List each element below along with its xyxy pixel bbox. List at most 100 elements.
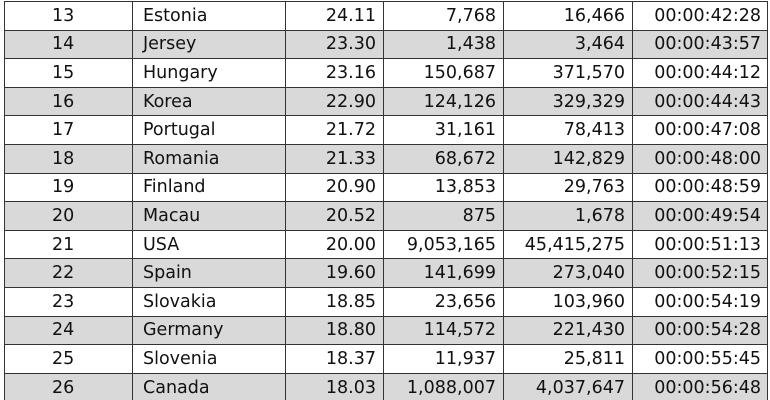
table-row: 14 Jersey 23.30 1,438 3,464 00:00:43:57 xyxy=(4,29,768,60)
value-b-cell: 221,430 xyxy=(503,315,633,346)
time-cell: 00:00:48:00 xyxy=(632,143,768,174)
table-row: 26 Canada 18.03 1,088,007 4,037,647 00:0… xyxy=(4,372,768,400)
value-a-cell: 31,161 xyxy=(383,115,504,145)
rank-cell: 18 xyxy=(4,143,133,174)
time-cell: 00:00:54:19 xyxy=(632,286,768,317)
rank-cell: 19 xyxy=(4,172,133,203)
score-cell: 22.90 xyxy=(285,86,384,117)
value-a-cell: 114,572 xyxy=(383,315,504,346)
left-edge-mask xyxy=(0,0,4,400)
value-a-cell: 9,053,165 xyxy=(383,229,504,260)
country-cell: Portugal xyxy=(132,115,286,145)
table-row: 22 Spain 19.60 141,699 273,040 00:00:52:… xyxy=(4,258,768,288)
time-cell: 00:00:49:54 xyxy=(632,201,768,231)
time-cell: 00:00:56:48 xyxy=(632,372,768,400)
rank-cell: 17 xyxy=(4,115,133,145)
country-cell: Germany xyxy=(132,315,286,346)
value-b-cell: 4,037,647 xyxy=(503,372,633,400)
time-cell: 00:00:44:43 xyxy=(632,86,768,117)
rank-cell: 26 xyxy=(4,372,133,400)
value-b-cell: 45,415,275 xyxy=(503,229,633,260)
country-cell: Estonia xyxy=(132,1,286,31)
value-b-cell: 78,413 xyxy=(503,115,633,145)
score-cell: 18.85 xyxy=(285,286,384,317)
value-a-cell: 150,687 xyxy=(383,58,504,88)
value-a-cell: 1,088,007 xyxy=(383,372,504,400)
country-cell: Korea xyxy=(132,86,286,117)
table-row: 19 Finland 20.90 13,853 29,763 00:00:48:… xyxy=(4,172,768,203)
time-cell: 00:00:51:13 xyxy=(632,229,768,260)
value-a-cell: 141,699 xyxy=(383,258,504,288)
value-b-cell: 142,829 xyxy=(503,143,633,174)
country-cell: Slovakia xyxy=(132,286,286,317)
value-b-cell: 29,763 xyxy=(503,172,633,203)
value-b-cell: 273,040 xyxy=(503,258,633,288)
value-b-cell: 1,678 xyxy=(503,201,633,231)
rank-cell: 23 xyxy=(4,286,133,317)
rank-cell: 16 xyxy=(4,86,133,117)
value-a-cell: 68,672 xyxy=(383,143,504,174)
country-cell: Macau xyxy=(132,201,286,231)
country-cell: Romania xyxy=(132,143,286,174)
table-row: 15 Hungary 23.16 150,687 371,570 00:00:4… xyxy=(4,58,768,88)
value-b-cell: 25,811 xyxy=(503,344,633,374)
time-cell: 00:00:55:45 xyxy=(632,344,768,374)
value-a-cell: 11,937 xyxy=(383,344,504,374)
table-row: 17 Portugal 21.72 31,161 78,413 00:00:47… xyxy=(4,115,768,145)
value-a-cell: 1,438 xyxy=(383,29,504,60)
score-cell: 23.16 xyxy=(285,58,384,88)
rank-cell: 25 xyxy=(4,344,133,374)
time-cell: 00:00:54:28 xyxy=(632,315,768,346)
country-cell: Hungary xyxy=(132,58,286,88)
time-cell: 00:00:52:15 xyxy=(632,258,768,288)
value-b-cell: 371,570 xyxy=(503,58,633,88)
score-cell: 23.30 xyxy=(285,29,384,60)
time-cell: 00:00:43:57 xyxy=(632,29,768,60)
score-cell: 18.80 xyxy=(285,315,384,346)
value-a-cell: 13,853 xyxy=(383,172,504,203)
table-row: 18 Romania 21.33 68,672 142,829 00:00:48… xyxy=(4,143,768,174)
value-a-cell: 124,126 xyxy=(383,86,504,117)
rank-cell: 22 xyxy=(4,258,133,288)
score-cell: 20.90 xyxy=(285,172,384,203)
value-a-cell: 7,768 xyxy=(383,1,504,31)
time-cell: 00:00:48:59 xyxy=(632,172,768,203)
ranking-table-body: 13 Estonia 24.11 7,768 16,466 00:00:42:2… xyxy=(4,1,768,400)
score-cell: 20.00 xyxy=(285,229,384,260)
ranking-table: 13 Estonia 24.11 7,768 16,466 00:00:42:2… xyxy=(4,1,768,400)
table-row: 23 Slovakia 18.85 23,656 103,960 00:00:5… xyxy=(4,286,768,317)
rank-cell: 24 xyxy=(4,315,133,346)
value-b-cell: 103,960 xyxy=(503,286,633,317)
time-cell: 00:00:47:08 xyxy=(632,115,768,145)
score-cell: 21.72 xyxy=(285,115,384,145)
score-cell: 18.03 xyxy=(285,372,384,400)
rank-cell: 13 xyxy=(4,1,133,31)
rank-cell: 20 xyxy=(4,201,133,231)
country-cell: Spain xyxy=(132,258,286,288)
rank-cell: 14 xyxy=(4,29,133,60)
country-cell: USA xyxy=(132,229,286,260)
score-cell: 24.11 xyxy=(285,1,384,31)
value-b-cell: 16,466 xyxy=(503,1,633,31)
country-cell: Slovenia xyxy=(132,344,286,374)
table-row: 25 Slovenia 18.37 11,937 25,811 00:00:55… xyxy=(4,344,768,374)
rank-cell: 15 xyxy=(4,58,133,88)
value-a-cell: 23,656 xyxy=(383,286,504,317)
table-row: 16 Korea 22.90 124,126 329,329 00:00:44:… xyxy=(4,86,768,117)
score-cell: 21.33 xyxy=(285,143,384,174)
value-a-cell: 875 xyxy=(383,201,504,231)
value-b-cell: 329,329 xyxy=(503,86,633,117)
score-cell: 18.37 xyxy=(285,344,384,374)
value-b-cell: 3,464 xyxy=(503,29,633,60)
country-cell: Finland xyxy=(132,172,286,203)
country-cell: Canada xyxy=(132,372,286,400)
time-cell: 00:00:44:12 xyxy=(632,58,768,88)
table-row: 24 Germany 18.80 114,572 221,430 00:00:5… xyxy=(4,315,768,346)
score-cell: 20.52 xyxy=(285,201,384,231)
table-row: 13 Estonia 24.11 7,768 16,466 00:00:42:2… xyxy=(4,1,768,31)
table-row: 20 Macau 20.52 875 1,678 00:00:49:54 xyxy=(4,201,768,231)
table-row: 21 USA 20.00 9,053,165 45,415,275 00:00:… xyxy=(4,229,768,260)
country-cell: Jersey xyxy=(132,29,286,60)
rank-cell: 21 xyxy=(4,229,133,260)
